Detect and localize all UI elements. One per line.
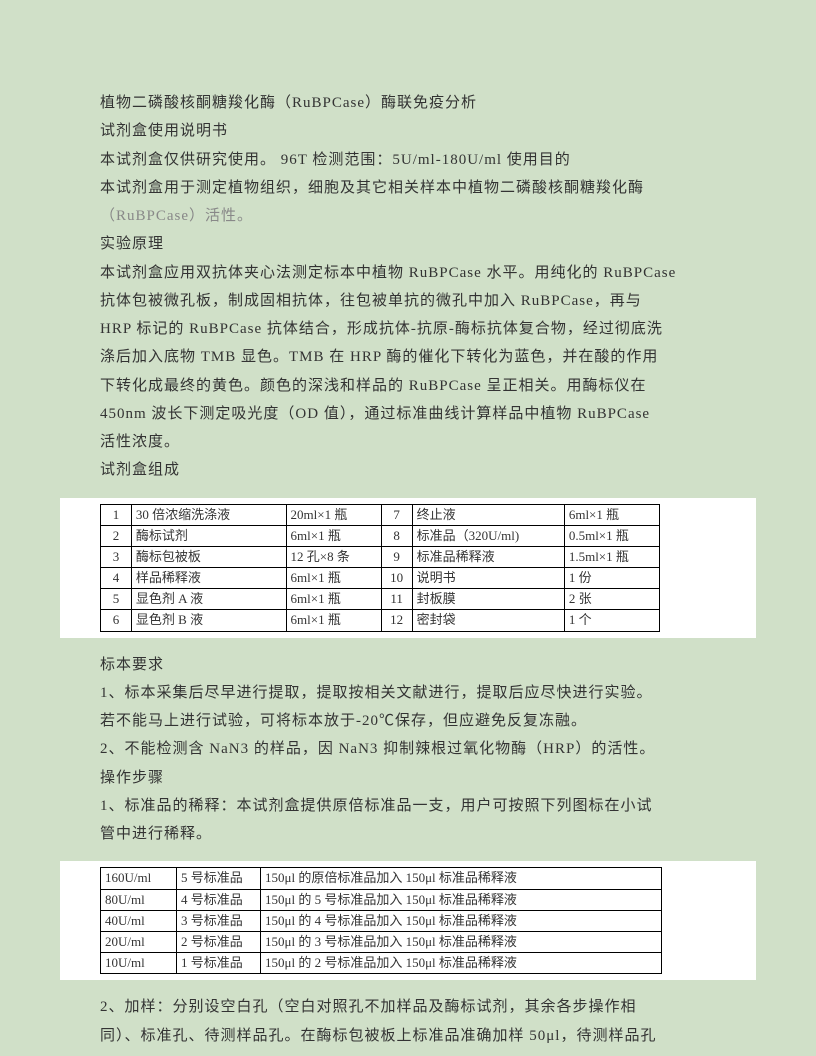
comp-name: 显色剂 A 液 [131, 589, 286, 610]
comp-spec: 6ml×1 瓶 [286, 589, 381, 610]
dilution-conc: 10U/ml [101, 953, 177, 974]
table-row: 4样品稀释液6ml×1 瓶10说明书1 份 [101, 568, 660, 589]
dilution-std: 2 号标准品 [177, 931, 261, 952]
comp-spec: 6ml×1 瓶 [286, 610, 381, 631]
comp-name: 酶标试剂 [131, 525, 286, 546]
principle-p7: 活性浓度。 [100, 429, 716, 455]
comp-name: 酶标包被板 [131, 546, 286, 567]
comp-spec: 1 个 [564, 610, 659, 631]
comp-name: 标准品稀释液 [412, 546, 564, 567]
comp-name: 终止液 [412, 504, 564, 525]
table-row: 20U/ml2 号标准品150μl 的 3 号标准品加入 150μl 标准品稀释… [101, 931, 662, 952]
principle-p2: 抗体包被微孔板，制成固相抗体，往包被单抗的微孔中加入 RuBPCase，再与 [100, 288, 716, 314]
table-row: 130 倍浓缩洗涤液20ml×1 瓶7终止液6ml×1 瓶 [101, 504, 660, 525]
intro-line-3: 本试剂盒仅供研究使用。 96T 检测范围：5U/ml-180U/ml 使用目的 [100, 147, 716, 173]
table-row: 40U/ml3 号标准品150μl 的 4 号标准品加入 150μl 标准品稀释… [101, 910, 662, 931]
heading-steps: 操作步骤 [100, 765, 716, 791]
dilution-std: 4 号标准品 [177, 889, 261, 910]
comp-idx: 9 [381, 546, 412, 567]
step2-l2: 同）、标准孔、待测样品孔。在酶标包被板上标准品准确加样 50μl，待测样品孔 [100, 1023, 716, 1049]
comp-idx: 5 [101, 589, 132, 610]
comp-idx: 10 [381, 568, 412, 589]
comp-idx: 4 [101, 568, 132, 589]
dilution-conc: 20U/ml [101, 931, 177, 952]
comp-spec: 0.5ml×1 瓶 [564, 525, 659, 546]
comp-idx: 7 [381, 504, 412, 525]
dilution-instr: 150μl 的 4 号标准品加入 150μl 标准品稀释液 [261, 910, 662, 931]
dilution-instr: 150μl 的原倍标准品加入 150μl 标准品稀释液 [261, 868, 662, 889]
comp-spec: 6ml×1 瓶 [286, 568, 381, 589]
table-row: 5显色剂 A 液6ml×1 瓶11封板膜2 张 [101, 589, 660, 610]
dilution-table-wrap: 160U/ml5 号标准品150μl 的原倍标准品加入 150μl 标准品稀释液… [60, 861, 756, 980]
sample-l2: 若不能马上进行试验，可将标本放于-20℃保存，但应避免反复冻融。 [100, 708, 716, 734]
intro-line-4: 本试剂盒用于测定植物组织，细胞及其它相关样本中植物二磷酸核酮糖羧化酶 [100, 175, 716, 201]
comp-idx: 1 [101, 504, 132, 525]
table-row: 10U/ml1 号标准品150μl 的 2 号标准品加入 150μl 标准品稀释… [101, 953, 662, 974]
heading-principle: 实验原理 [100, 231, 716, 257]
dilution-conc: 160U/ml [101, 868, 177, 889]
comp-spec: 1.5ml×1 瓶 [564, 546, 659, 567]
comp-idx: 2 [101, 525, 132, 546]
title-line-2: 试剂盒使用说明书 [100, 118, 716, 144]
table-row: 2酶标试剂6ml×1 瓶8标准品（320U/ml)0.5ml×1 瓶 [101, 525, 660, 546]
comp-idx: 11 [381, 589, 412, 610]
step2-l1: 2、加样：分别设空白孔（空白对照孔不加样品及酶标试剂，其余各步操作相 [100, 994, 716, 1020]
comp-spec: 12 孔×8 条 [286, 546, 381, 567]
dilution-instr: 150μl 的 2 号标准品加入 150μl 标准品稀释液 [261, 953, 662, 974]
title-line-1: 植物二磷酸核酮糖羧化酶（RuBPCase）酶联免疫分析 [100, 90, 716, 116]
comp-name: 封板膜 [412, 589, 564, 610]
comp-idx: 12 [381, 610, 412, 631]
comp-name: 样品稀释液 [131, 568, 286, 589]
dilution-std: 1 号标准品 [177, 953, 261, 974]
heading-components: 试剂盒组成 [100, 457, 716, 483]
comp-name: 30 倍浓缩洗涤液 [131, 504, 286, 525]
comp-name: 标准品（320U/ml) [412, 525, 564, 546]
comp-spec: 6ml×1 瓶 [286, 525, 381, 546]
principle-p6: 450nm 波长下测定吸光度（OD 值），通过标准曲线计算样品中植物 RuBPC… [100, 401, 716, 427]
comp-spec: 1 份 [564, 568, 659, 589]
comp-spec: 2 张 [564, 589, 659, 610]
comp-idx: 8 [381, 525, 412, 546]
principle-p3: HRP 标记的 RuBPCase 抗体结合，形成抗体-抗原-酶标抗体复合物，经过… [100, 316, 716, 342]
comp-spec: 20ml×1 瓶 [286, 504, 381, 525]
components-table: 130 倍浓缩洗涤液20ml×1 瓶7终止液6ml×1 瓶2酶标试剂6ml×1 … [100, 504, 660, 632]
comp-spec: 6ml×1 瓶 [564, 504, 659, 525]
sample-l3: 2、不能检测含 NaN3 的样品，因 NaN3 抑制辣根过氧化物酶（HRP）的活… [100, 736, 716, 762]
intro-line-5: （RuBPCase）活性。 [100, 203, 716, 229]
dilution-instr: 150μl 的 3 号标准品加入 150μl 标准品稀释液 [261, 931, 662, 952]
dilution-std: 5 号标准品 [177, 868, 261, 889]
heading-sample-req: 标本要求 [100, 652, 716, 678]
comp-name: 说明书 [412, 568, 564, 589]
table-row: 6显色剂 B 液6ml×1 瓶12密封袋1 个 [101, 610, 660, 631]
dilution-conc: 40U/ml [101, 910, 177, 931]
comp-idx: 3 [101, 546, 132, 567]
step1-l2: 管中进行稀释。 [100, 821, 716, 847]
table-row: 160U/ml5 号标准品150μl 的原倍标准品加入 150μl 标准品稀释液 [101, 868, 662, 889]
dilution-std: 3 号标准品 [177, 910, 261, 931]
comp-idx: 6 [101, 610, 132, 631]
sample-l1: 1、标本采集后尽早进行提取，提取按相关文献进行，提取后应尽快进行实验。 [100, 680, 716, 706]
comp-name: 显色剂 B 液 [131, 610, 286, 631]
principle-p4: 涤后加入底物 TMB 显色。TMB 在 HRP 酶的催化下转化为蓝色，并在酸的作… [100, 344, 716, 370]
principle-p5: 下转化成最终的黄色。颜色的深浅和样品的 RuBPCase 呈正相关。用酶标仪在 [100, 373, 716, 399]
components-table-wrap: 130 倍浓缩洗涤液20ml×1 瓶7终止液6ml×1 瓶2酶标试剂6ml×1 … [60, 498, 756, 638]
principle-p1: 本试剂盒应用双抗体夹心法测定标本中植物 RuBPCase 水平。用纯化的 RuB… [100, 260, 716, 286]
dilution-table: 160U/ml5 号标准品150μl 的原倍标准品加入 150μl 标准品稀释液… [100, 867, 662, 974]
step1-l1: 1、标准品的稀释：本试剂盒提供原倍标准品一支，用户可按照下列图标在小试 [100, 793, 716, 819]
dilution-conc: 80U/ml [101, 889, 177, 910]
table-row: 80U/ml4 号标准品150μl 的 5 号标准品加入 150μl 标准品稀释… [101, 889, 662, 910]
table-row: 3酶标包被板12 孔×8 条9标准品稀释液1.5ml×1 瓶 [101, 546, 660, 567]
dilution-instr: 150μl 的 5 号标准品加入 150μl 标准品稀释液 [261, 889, 662, 910]
comp-name: 密封袋 [412, 610, 564, 631]
